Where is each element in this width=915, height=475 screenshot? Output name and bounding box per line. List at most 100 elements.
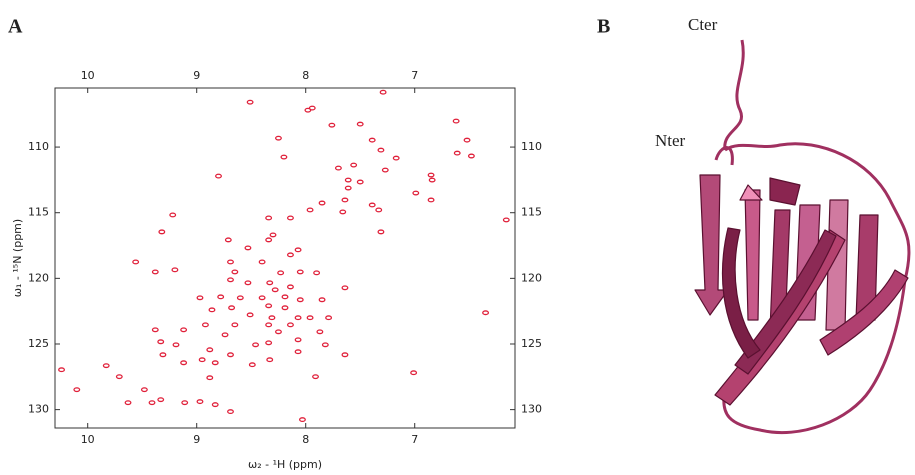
peak (377, 147, 385, 153)
peak (102, 363, 110, 369)
x-tick-label: 8 (302, 433, 309, 446)
peak (356, 121, 364, 127)
peak (275, 329, 282, 335)
peak (427, 172, 435, 178)
peak (227, 352, 234, 358)
peak (221, 332, 229, 338)
protein-ribbon (694, 39, 911, 435)
n-terminus-label: Nter (655, 131, 686, 150)
peak (265, 340, 273, 346)
peak (73, 387, 81, 393)
peak (277, 270, 285, 276)
peak (258, 295, 266, 301)
x-tick-label: 7 (411, 69, 418, 82)
peak (211, 360, 219, 366)
peak (350, 162, 358, 168)
peak (306, 207, 314, 213)
peak (452, 118, 460, 124)
peak (227, 409, 234, 415)
peak (151, 269, 159, 275)
peak (325, 315, 333, 321)
peak (453, 150, 461, 156)
peak (180, 360, 188, 366)
peak (159, 352, 167, 358)
peak (265, 237, 273, 243)
x-tick-label: 8 (302, 69, 309, 82)
c-terminus-label: Cter (688, 15, 718, 34)
peak (227, 259, 234, 265)
peak (246, 99, 254, 105)
x-tick-label: 9 (193, 433, 200, 446)
peak (231, 269, 239, 275)
peak (294, 337, 302, 343)
peak (228, 305, 236, 311)
peak (341, 285, 349, 291)
peak (304, 107, 312, 113)
y-tick-label: 120 (28, 271, 49, 284)
peak (211, 402, 219, 408)
y-tick-label: 110 (521, 140, 542, 153)
y-tick-label: 130 (28, 403, 49, 416)
peak (296, 269, 304, 275)
y-tick-label: 120 (521, 271, 542, 284)
peak (124, 400, 132, 406)
y-tick-label: 110 (28, 140, 49, 153)
x-tick-label: 9 (193, 69, 200, 82)
peak (341, 197, 349, 203)
peak (275, 135, 282, 141)
peak (344, 177, 352, 183)
peak (258, 259, 266, 265)
peak (265, 322, 273, 328)
peak (115, 374, 123, 380)
panel-label: B (597, 16, 610, 38)
peak (281, 305, 289, 311)
peak (227, 277, 234, 283)
peak (287, 252, 294, 258)
peak (482, 310, 490, 316)
peak (328, 122, 336, 128)
peak (287, 322, 294, 328)
peak (368, 202, 376, 208)
x-tick-label: 7 (411, 433, 418, 446)
peak (215, 173, 222, 179)
peak (158, 229, 166, 235)
peak (244, 245, 252, 251)
peak (392, 155, 400, 161)
peak (344, 185, 352, 191)
peak (467, 153, 475, 159)
peak (201, 322, 209, 328)
peak (198, 357, 206, 363)
y-tick-label: 130 (521, 403, 542, 416)
panel-label: A (8, 16, 23, 38)
peak (298, 417, 306, 423)
peak (224, 237, 232, 243)
peak (318, 200, 326, 206)
peak (231, 322, 239, 328)
y-tick-label: 115 (521, 206, 542, 219)
peak (157, 339, 165, 345)
peak (265, 303, 273, 309)
peak (268, 315, 276, 321)
peak (287, 284, 294, 290)
peak (368, 137, 376, 143)
peak (312, 374, 319, 380)
peak (206, 347, 214, 353)
peak (148, 400, 156, 406)
peak (196, 399, 204, 405)
peak (428, 177, 436, 183)
peak (356, 179, 364, 185)
peak (171, 267, 179, 273)
peak (151, 327, 159, 333)
peak (58, 367, 65, 373)
peak (196, 295, 204, 301)
peak (269, 232, 277, 238)
peak (375, 207, 383, 213)
peak (265, 215, 273, 221)
peak (281, 294, 289, 300)
peak (180, 327, 188, 333)
peak (381, 167, 389, 173)
peak (410, 370, 418, 376)
peak (132, 259, 140, 265)
peak (266, 357, 274, 363)
